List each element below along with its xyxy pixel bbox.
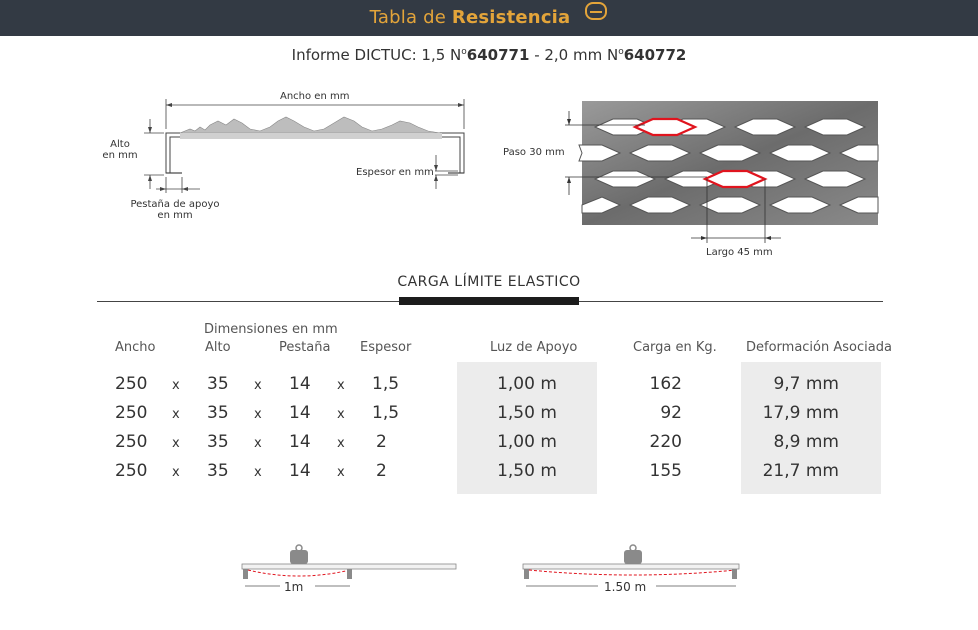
cell-luz: 1,00 m bbox=[497, 374, 557, 394]
subtitle-prefix: Informe DICTUC: 1,5 N bbox=[291, 46, 462, 64]
title-bold: Resistencia bbox=[451, 7, 571, 28]
weight-icon bbox=[290, 544, 308, 564]
cell-separator: x bbox=[254, 436, 262, 451]
cell-deformacion: 21,7 mm bbox=[762, 461, 839, 481]
cell-espesor: 2 bbox=[376, 432, 387, 452]
luz-column-shade bbox=[457, 362, 597, 494]
cell-pestana: 14 bbox=[289, 374, 311, 394]
table-row: 250 x 35 x 14 x 2 1,00 m 220 8,9 mm bbox=[0, 432, 978, 462]
cell-separator: x bbox=[172, 465, 180, 480]
cell-deformacion: 8,9 mm bbox=[773, 432, 839, 452]
cell-carga: 155 bbox=[649, 461, 682, 481]
header-pestana: Pestaña bbox=[279, 340, 331, 355]
ancho-label: Ancho en mm bbox=[280, 91, 350, 102]
cell-alto: 35 bbox=[207, 461, 229, 481]
cell-espesor: 1,5 bbox=[372, 403, 400, 423]
cell-separator: x bbox=[172, 378, 180, 393]
cell-ancho: 250 bbox=[115, 461, 148, 481]
ordinal-2: o bbox=[618, 47, 624, 57]
header-espesor: Espesor bbox=[360, 340, 412, 355]
cell-espesor: 2 bbox=[376, 461, 387, 481]
span-label-1m: 1m bbox=[284, 580, 304, 594]
subtitle-middle: - 2,0 mm N bbox=[529, 46, 619, 64]
cell-alto: 35 bbox=[207, 403, 229, 423]
espesor-label: Espesor en mm bbox=[356, 167, 434, 178]
ordinal-1: o bbox=[461, 47, 467, 57]
cell-separator: x bbox=[254, 465, 262, 480]
cell-deformacion: 9,7 mm bbox=[773, 374, 839, 394]
cell-separator: x bbox=[337, 407, 345, 422]
cell-deformacion: 17,9 mm bbox=[762, 403, 839, 423]
cell-separator: x bbox=[337, 465, 345, 480]
cell-separator: x bbox=[254, 407, 262, 422]
cell-ancho: 250 bbox=[115, 403, 148, 423]
section-accent-bar bbox=[399, 297, 579, 305]
mesh-diagram: Paso 30 mm Largo 45 mm bbox=[495, 95, 885, 265]
largo-label: Largo 45 mm bbox=[706, 247, 773, 258]
profile-diagram: Ancho en mm Alto en mm Espesor en mm Pes… bbox=[100, 85, 480, 235]
cell-separator: x bbox=[337, 436, 345, 451]
section-title: CARGA LÍMITE ELASTICO bbox=[397, 274, 581, 290]
header-ancho: Ancho bbox=[115, 340, 156, 355]
beam-150m bbox=[522, 544, 740, 587]
cell-alto: 35 bbox=[207, 374, 229, 394]
weight-icon bbox=[624, 544, 642, 564]
cell-separator: x bbox=[172, 407, 180, 422]
cell-separator: x bbox=[337, 378, 345, 393]
header-alto: Alto bbox=[205, 340, 231, 355]
beam-1m bbox=[241, 544, 457, 587]
header-carga: Carga en Kg. bbox=[633, 340, 717, 355]
paso-label: Paso 30 mm bbox=[503, 147, 565, 158]
cell-espesor: 1,5 bbox=[372, 374, 400, 394]
page-title: Tabla de Resistencia bbox=[0, 0, 978, 36]
profile-icon bbox=[584, 0, 608, 34]
report-number-2: 640772 bbox=[623, 46, 687, 64]
cell-separator: x bbox=[172, 436, 180, 451]
span-label-150m: 1.50 m bbox=[604, 580, 647, 594]
cell-carga: 92 bbox=[660, 403, 682, 423]
cell-luz: 1,50 m bbox=[497, 461, 557, 481]
cell-alto: 35 bbox=[207, 432, 229, 452]
pestana-label: Pestaña de apoyo en mm bbox=[130, 199, 220, 221]
cell-carga: 162 bbox=[649, 374, 682, 394]
cell-ancho: 250 bbox=[115, 374, 148, 394]
title-light: Tabla de bbox=[369, 7, 452, 28]
mesh-photo bbox=[565, 101, 879, 243]
cell-pestana: 14 bbox=[289, 403, 311, 423]
report-number-1: 640771 bbox=[466, 46, 530, 64]
cell-ancho: 250 bbox=[115, 432, 148, 452]
table-row: 250 x 35 x 14 x 1,5 1,00 m 162 9,7 mm bbox=[0, 374, 978, 404]
span-diagram-150m: 1.50 m bbox=[520, 542, 745, 602]
report-subtitle: Informe DICTUC: 1,5 No640771 - 2,0 mm No… bbox=[0, 46, 978, 64]
profile-drawing bbox=[144, 99, 465, 193]
dimensions-label: Dimensiones en mm bbox=[204, 322, 338, 337]
cell-separator: x bbox=[254, 378, 262, 393]
cell-pestana: 14 bbox=[289, 461, 311, 481]
cell-pestana: 14 bbox=[289, 432, 311, 452]
table-row: 250 x 35 x 14 x 2 1,50 m 155 21,7 mm bbox=[0, 461, 978, 491]
table-row: 250 x 35 x 14 x 1,5 1,50 m 92 17,9 mm bbox=[0, 403, 978, 433]
header-bar: Tabla de Resistencia bbox=[0, 0, 978, 36]
deformacion-column-shade bbox=[741, 362, 881, 494]
header-deformacion: Deformación Asociada bbox=[746, 340, 892, 355]
cell-carga: 220 bbox=[649, 432, 682, 452]
header-luz: Luz de Apoyo bbox=[490, 340, 578, 355]
alto-label: Alto en mm bbox=[102, 139, 138, 161]
cell-luz: 1,00 m bbox=[497, 432, 557, 452]
span-diagram-1m: 1m bbox=[240, 542, 460, 602]
cell-luz: 1,50 m bbox=[497, 403, 557, 423]
